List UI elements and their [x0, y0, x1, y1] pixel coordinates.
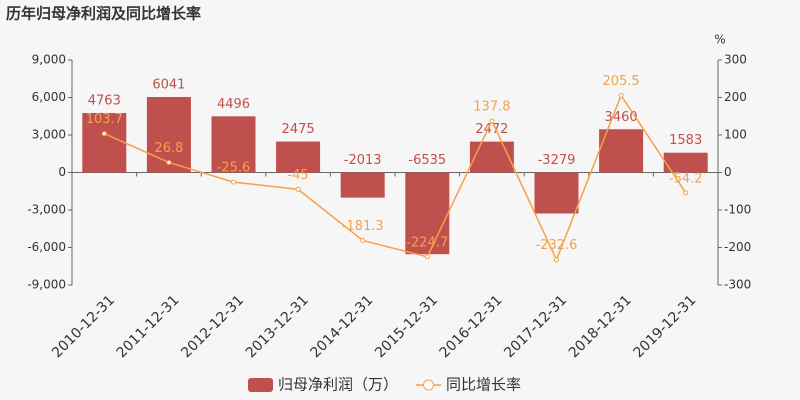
- legend-swatch: [423, 379, 435, 391]
- bar: [599, 129, 644, 173]
- line-value-label: -224.7: [406, 235, 448, 250]
- x-tick-label: 2015-12-31: [372, 292, 441, 361]
- line-value-label: -232.6: [536, 238, 578, 253]
- line-point: [618, 92, 624, 98]
- line-point: [101, 131, 107, 137]
- y2-tick-label: -200: [724, 240, 751, 254]
- line-point: [231, 179, 236, 185]
- x-tick-label: 2012-12-31: [178, 292, 247, 361]
- bar: [146, 96, 191, 173]
- line-value-label: -25.6: [217, 161, 251, 176]
- bar: [469, 141, 514, 173]
- x-tick-label: 2010-12-31: [49, 292, 118, 361]
- line-point: [166, 159, 172, 165]
- bar-value-label: 4496: [217, 97, 250, 112]
- x-tick-label: 2014-12-31: [308, 292, 377, 361]
- y-tick-label: 6,000: [32, 90, 66, 104]
- bar: [405, 172, 450, 255]
- bar-value-label: -3279: [538, 153, 576, 168]
- line-point: [489, 118, 495, 124]
- line-value-label: 137.8: [473, 99, 510, 114]
- line-point: [554, 257, 559, 263]
- x-tick-label: 2018-12-31: [566, 292, 635, 361]
- y2-tick-label: 200: [724, 90, 747, 104]
- y-tick-label: -6,000: [27, 240, 66, 254]
- line-value-label: 103.7: [86, 112, 123, 127]
- x-tick-label: 2011-12-31: [114, 292, 183, 361]
- x-tick-label: 2013-12-31: [243, 292, 312, 361]
- y2-axis-label: %: [714, 33, 725, 47]
- legend-label: 归母净利润（万）: [278, 376, 398, 394]
- line: [103, 93, 687, 262]
- line-point: [683, 190, 689, 196]
- y2-tick-label: -100: [724, 203, 751, 217]
- bar: [82, 112, 127, 173]
- bar-value-label: 3460: [605, 110, 638, 125]
- legend-label: 同比增长率: [446, 376, 521, 394]
- line-value-label: 26.8: [154, 141, 183, 156]
- bar: [340, 172, 385, 198]
- line-value-label: -181.3: [342, 219, 384, 234]
- x-tick-label: 2016-12-31: [437, 292, 506, 361]
- y2-tick-label: -300: [724, 278, 751, 292]
- y2-tick-label: 0: [724, 165, 732, 179]
- chart-title: 历年归母净利润及同比增长率: [6, 5, 201, 23]
- bar-value-label: 4763: [88, 93, 121, 108]
- y-tick-label: 9,000: [32, 53, 66, 67]
- y2-tick-label: 100: [724, 128, 747, 142]
- bar-value-label: -2013: [344, 153, 382, 168]
- line-value-label: -45: [287, 168, 308, 183]
- y-tick-label: 3,000: [32, 128, 66, 142]
- bar: [663, 152, 708, 173]
- legend-swatch: [248, 378, 273, 392]
- bar: [534, 172, 579, 214]
- line-point: [424, 254, 430, 260]
- line-point: [295, 186, 301, 192]
- y-tick-label: -3,000: [27, 203, 66, 217]
- line-value-label: 205.5: [602, 74, 639, 89]
- bar-value-label: 2475: [282, 122, 315, 137]
- bar-value-label: -6535: [408, 153, 446, 168]
- y-tick-label: 0: [58, 165, 66, 179]
- bar: [211, 116, 256, 173]
- bar: [276, 141, 321, 173]
- line-value-label: -54.2: [669, 171, 703, 186]
- line-point: [360, 237, 366, 243]
- bar-value-label: 6041: [152, 77, 185, 92]
- y-tick-label: -9,000: [27, 278, 66, 292]
- x-tick-label: 2019-12-31: [631, 292, 700, 361]
- bar-value-label: 1583: [669, 133, 702, 148]
- bar-value-label: 2472: [475, 122, 508, 137]
- x-tick-label: 2017-12-31: [501, 292, 570, 361]
- y2-tick-label: 300: [724, 53, 747, 67]
